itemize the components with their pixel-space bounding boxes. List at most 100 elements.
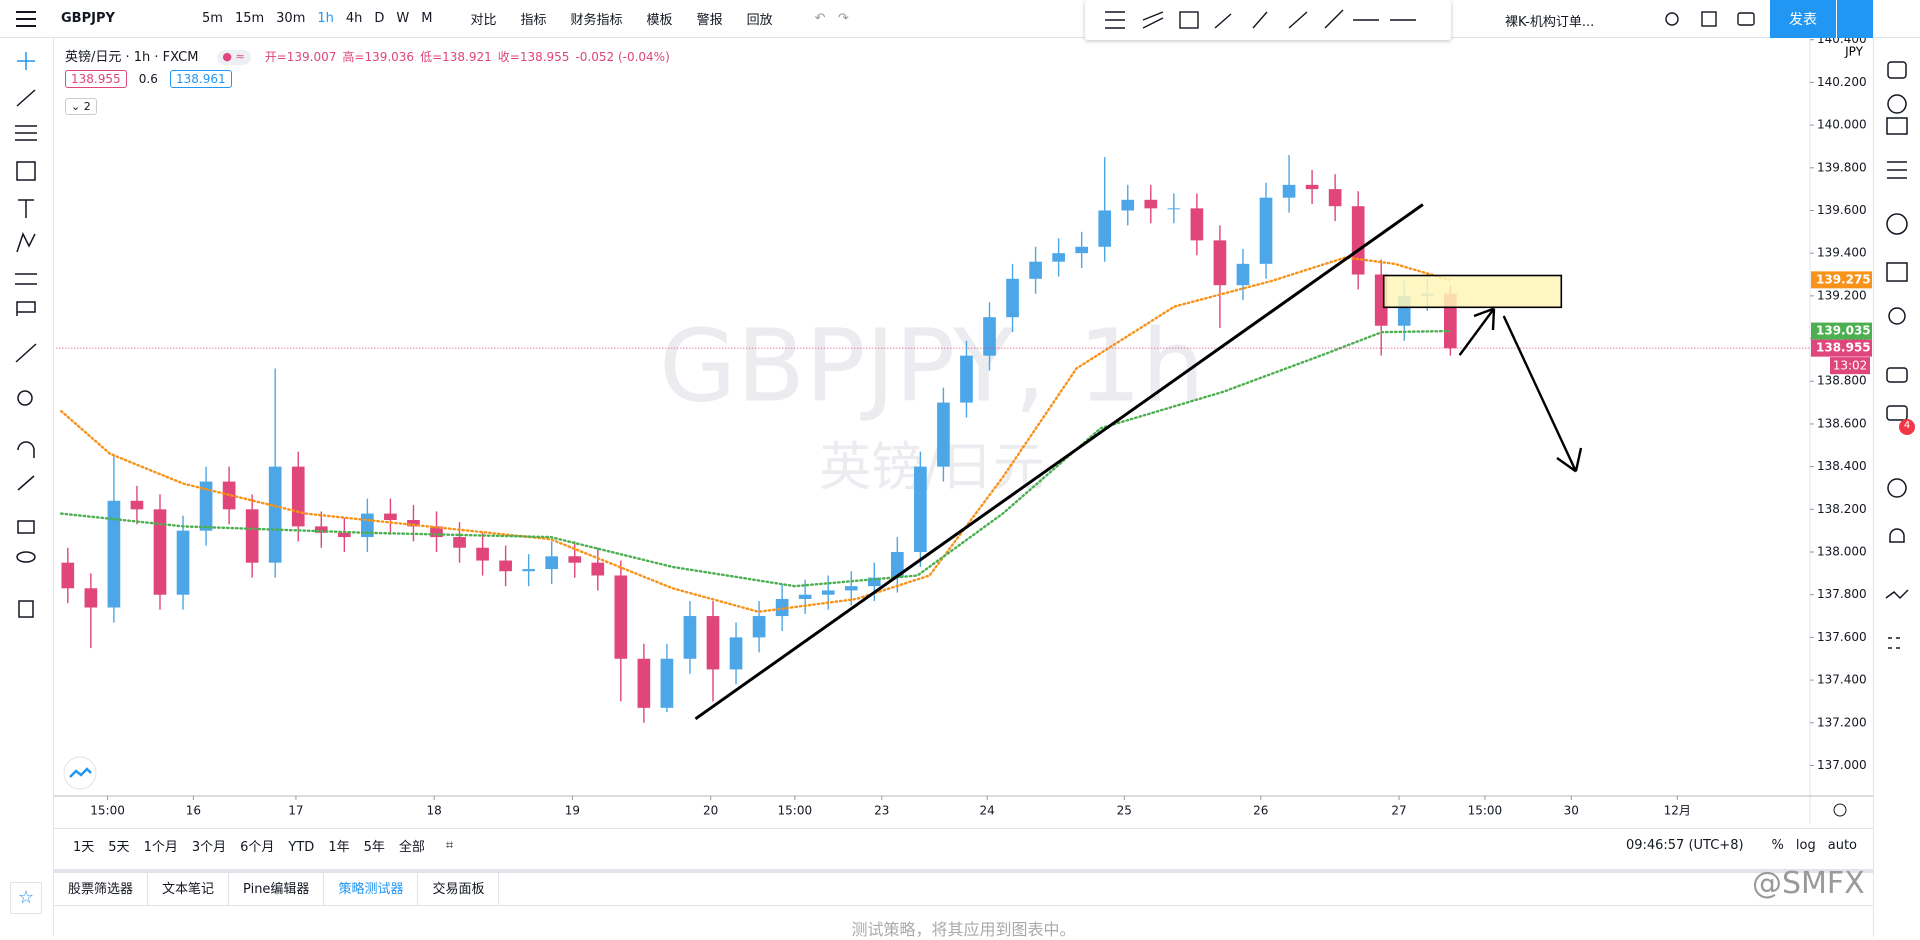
publish-menu[interactable] <box>1836 0 1873 38</box>
candle-body <box>637 658 651 708</box>
range-button[interactable]: 全部 <box>398 839 425 855</box>
left-tools[interactable] <box>0 38 54 658</box>
layout-name[interactable]: 裸K-机构订单... <box>1505 15 1595 30</box>
range-button[interactable]: 1年 <box>328 839 350 855</box>
toolbar-button[interactable]: 对比 <box>470 13 497 28</box>
interval[interactable]: D <box>374 11 385 26</box>
range-button[interactable]: 6个月 <box>240 839 275 855</box>
range-button[interactable]: 3个月 <box>191 839 227 855</box>
bid-box[interactable]: 138.955 <box>65 70 127 88</box>
toolbar-button[interactable]: 财务指标 <box>570 13 623 28</box>
collapse-button[interactable]: ⌄ 2 <box>65 98 97 115</box>
timer-box <box>1830 357 1870 375</box>
candle-body <box>499 560 512 572</box>
scale-option[interactable]: auto <box>1827 837 1857 853</box>
candle-body <box>1236 263 1250 286</box>
candle-body <box>960 355 973 403</box>
y-tick-label: 140.400 <box>1817 38 1867 46</box>
price-marker-label: 139.035 <box>1816 324 1871 338</box>
range-button[interactable]: 5年 <box>363 839 385 855</box>
candle-body <box>1167 208 1181 210</box>
toolbar-button[interactable]: 警报 <box>696 13 723 28</box>
y-tick-label: 137.800 <box>1817 587 1867 601</box>
candle-body <box>1075 246 1089 254</box>
ohlc-value: 收=138.955 <box>497 50 570 64</box>
range-button[interactable]: YTD <box>288 839 315 855</box>
y-tick-label: 140.200 <box>1817 75 1867 89</box>
candle-body <box>522 569 535 572</box>
candle-body <box>1259 197 1273 264</box>
price-marker <box>1811 322 1872 340</box>
toolbar-button[interactable]: 回放 <box>746 13 773 28</box>
legend-symbol[interactable]: 英镑/日元 · 1h · FXCM <box>65 50 199 65</box>
y-tick-label: 139.400 <box>1817 246 1867 260</box>
drawing-tools[interactable] <box>1085 0 1480 40</box>
undo-redo[interactable]: ↶ ↷ <box>814 11 849 26</box>
y-tick-label: 139.600 <box>1817 203 1867 217</box>
panel-tab[interactable]: Pine编辑器 <box>229 872 325 906</box>
interval[interactable]: W <box>396 11 410 26</box>
range-button[interactable]: 1个月 <box>143 839 178 855</box>
candle-body <box>683 616 697 659</box>
candle-body <box>1351 206 1365 275</box>
price-marker <box>1811 339 1872 357</box>
candle-body <box>914 466 927 553</box>
interval[interactable]: M <box>421 11 433 26</box>
panel-tab[interactable]: 交易面板 <box>418 872 500 906</box>
settings-icon[interactable] <box>1833 803 1847 817</box>
scale-option[interactable]: log <box>1795 837 1816 853</box>
range-button[interactable]: 1天 <box>73 839 95 855</box>
panel-tab[interactable]: 股票筛选器 <box>54 872 149 906</box>
x-tick-label: 27 <box>1391 804 1406 818</box>
y-tick-label: 138.000 <box>1817 545 1867 559</box>
toolbar-button[interactable]: 指标 <box>520 13 547 28</box>
ask-box[interactable]: 138.961 <box>170 70 232 88</box>
y-tick-label: 139.200 <box>1817 288 1867 302</box>
candle-body <box>937 402 950 467</box>
candle-body <box>314 526 328 533</box>
range-button[interactable]: 5天 <box>108 839 130 855</box>
x-tick-label: 20 <box>703 804 718 818</box>
interval[interactable]: 5m <box>202 11 223 26</box>
candle-body <box>430 526 443 538</box>
panel-tab[interactable]: 策略测试器 <box>324 872 419 906</box>
toolbar-button[interactable]: 模板 <box>646 13 673 28</box>
x-tick-label: 15:00 <box>778 804 813 818</box>
logo-button[interactable] <box>63 756 97 790</box>
price-marker <box>1811 271 1872 289</box>
symbol[interactable]: GBPJPY <box>61 11 115 26</box>
x-tick-label: 12月 <box>1664 804 1691 818</box>
interval[interactable]: 30m <box>276 11 306 26</box>
candle-body <box>890 552 904 578</box>
candle-body <box>1006 278 1019 318</box>
candle-body <box>798 594 812 599</box>
drawing-toolbar <box>1085 0 1480 40</box>
sidebar-icons[interactable] <box>1874 38 1920 698</box>
ohlc-value: -0.052 (-0.04%) <box>575 50 670 64</box>
candle-body <box>407 519 420 527</box>
y-tick-label: 137.600 <box>1817 630 1867 644</box>
interval[interactable]: 15m <box>234 11 265 26</box>
interval[interactable]: 4h <box>345 11 363 26</box>
menu-icon[interactable] <box>0 0 54 38</box>
x-tick-label: 17 <box>288 804 303 818</box>
candle-body <box>1121 199 1135 211</box>
favorites-button[interactable]: ☆ <box>10 882 42 914</box>
y-tick-label: 137.000 <box>1817 758 1867 772</box>
publish-button[interactable]: 发表 <box>1770 0 1836 38</box>
interval[interactable]: 1h <box>317 11 334 26</box>
watermark: @SMFX <box>1752 866 1865 901</box>
candle-body <box>752 616 766 638</box>
right-sidebar: 4 <box>1873 38 1920 937</box>
panel-tab[interactable]: 文本笔记 <box>148 872 230 906</box>
status-pill: ● ≈ <box>216 50 251 65</box>
scale-option[interactable]: % <box>1771 837 1784 853</box>
candle-body <box>614 575 628 659</box>
goto-date[interactable]: ⌗ <box>445 837 454 853</box>
scale-options: % log auto <box>1766 838 1873 853</box>
candle-body <box>199 481 213 531</box>
candle-body <box>1328 189 1342 207</box>
x-tick-label: 25 <box>1117 804 1132 818</box>
range-bar: 1天 5天 1个月 3个月 6个月 YTD 1年 5年 全部 ⌗ 09:46:57 (UTC+8… <box>54 828 1873 861</box>
chart-watermark: GBPJPY, 1h <box>659 307 1205 424</box>
